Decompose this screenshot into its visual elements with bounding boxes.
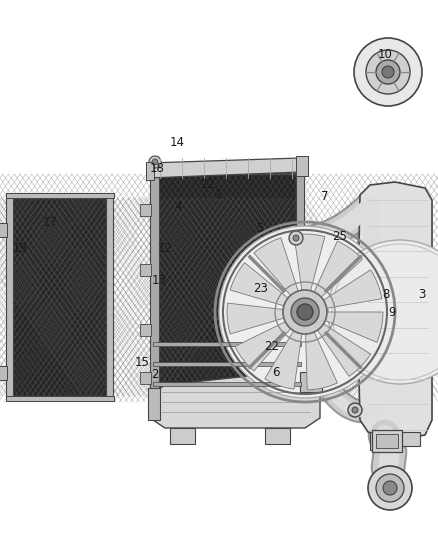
Bar	[153, 382, 301, 386]
Polygon shape	[318, 324, 371, 376]
Text: 10: 10	[378, 49, 392, 61]
Circle shape	[366, 50, 410, 94]
Bar	[153, 362, 301, 366]
Bar	[158, 174, 296, 402]
Polygon shape	[148, 158, 300, 178]
Text: 6: 6	[272, 366, 280, 378]
Text: 3: 3	[418, 288, 426, 302]
Text: 5: 5	[256, 222, 264, 235]
Circle shape	[354, 38, 422, 106]
Text: 7: 7	[321, 190, 329, 203]
Text: 17: 17	[42, 215, 57, 229]
Text: 13: 13	[152, 273, 166, 287]
Circle shape	[328, 240, 438, 384]
Text: 9: 9	[388, 305, 396, 319]
Circle shape	[289, 231, 303, 245]
Circle shape	[293, 235, 299, 241]
Bar	[140, 372, 151, 384]
Polygon shape	[314, 241, 363, 297]
Circle shape	[376, 60, 400, 84]
Polygon shape	[230, 263, 288, 306]
Bar	[150, 168, 305, 173]
Bar	[150, 170, 159, 406]
Bar	[140, 324, 151, 336]
Circle shape	[383, 481, 397, 495]
Bar	[12, 198, 107, 396]
Polygon shape	[324, 270, 382, 308]
Text: 2: 2	[151, 367, 159, 381]
Text: 22: 22	[265, 340, 279, 352]
Bar	[0, 366, 7, 380]
Bar	[150, 403, 305, 408]
Bar	[146, 162, 154, 180]
Circle shape	[297, 304, 313, 320]
Text: 19: 19	[13, 241, 28, 254]
Bar	[6, 193, 114, 198]
Text: 8: 8	[382, 287, 390, 301]
Circle shape	[348, 403, 362, 417]
Polygon shape	[150, 370, 320, 428]
Text: 25: 25	[332, 230, 347, 243]
Bar	[170, 428, 195, 444]
Polygon shape	[325, 312, 383, 342]
Bar	[106, 195, 113, 399]
Text: 14: 14	[170, 136, 184, 149]
Bar	[0, 223, 7, 237]
Polygon shape	[306, 332, 337, 390]
Bar	[140, 264, 151, 276]
Bar	[153, 342, 301, 346]
Circle shape	[368, 466, 412, 510]
Bar	[300, 372, 322, 392]
Bar	[370, 432, 395, 450]
Circle shape	[152, 159, 158, 165]
Bar	[376, 434, 398, 448]
Text: 12: 12	[158, 241, 173, 254]
Bar	[148, 388, 160, 420]
Text: 22: 22	[201, 177, 215, 190]
Polygon shape	[254, 238, 298, 295]
Text: 4: 4	[174, 200, 182, 214]
Circle shape	[382, 66, 394, 78]
Bar	[296, 156, 308, 176]
Bar	[6, 396, 114, 401]
Circle shape	[352, 407, 358, 413]
Text: 1: 1	[214, 188, 222, 200]
Polygon shape	[358, 182, 432, 440]
Circle shape	[283, 290, 327, 334]
Circle shape	[376, 474, 404, 502]
Bar	[372, 430, 402, 452]
Text: 15: 15	[134, 357, 149, 369]
Bar	[296, 170, 304, 406]
Polygon shape	[294, 234, 325, 290]
Bar	[265, 428, 290, 444]
Circle shape	[291, 298, 319, 326]
Bar	[400, 432, 420, 446]
Polygon shape	[235, 322, 290, 371]
Polygon shape	[227, 303, 284, 334]
Bar	[6, 195, 13, 399]
Text: 23: 23	[254, 281, 268, 295]
Circle shape	[149, 156, 161, 168]
Text: 18: 18	[149, 161, 164, 174]
Circle shape	[219, 226, 391, 398]
Polygon shape	[265, 331, 302, 389]
Bar	[140, 204, 151, 216]
Circle shape	[313, 377, 323, 387]
